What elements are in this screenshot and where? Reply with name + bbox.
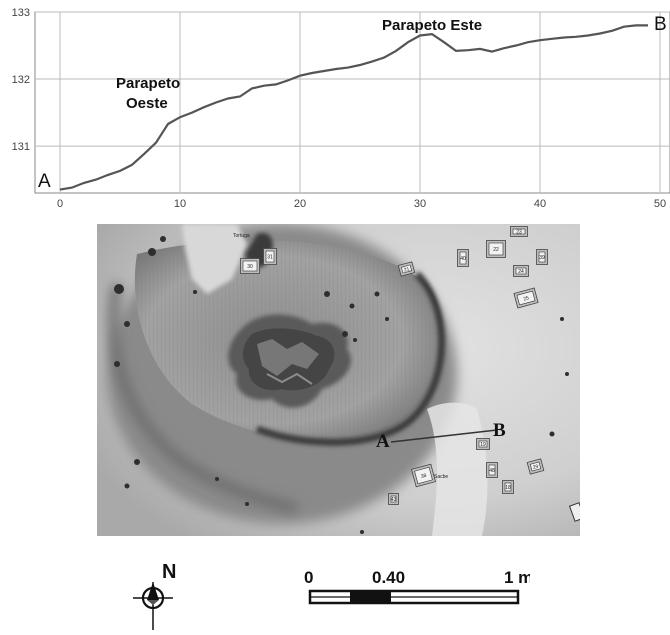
rim-shadow: [255, 271, 446, 446]
stone-marker-number: 21: [403, 266, 410, 273]
scale-label-1m: 1 m: [504, 568, 530, 587]
stone-marker-number: 25: [523, 295, 530, 302]
edge-structure: [568, 502, 580, 522]
north-label: N: [162, 561, 176, 583]
stone-markers: 30 31 21 40 22 23 39 24 25 19 48 29 18 38 43: [240, 226, 548, 505]
stone-marker: 29: [526, 458, 545, 475]
scale-label-040: 0.40: [372, 568, 405, 587]
stone-marker: 30: [240, 258, 260, 274]
profile-line: [59, 24, 648, 191]
stone-marker: 38: [411, 463, 436, 488]
central-disturbed-area: [228, 314, 351, 408]
stone-marker-number: 40: [460, 256, 466, 262]
stone-marker: 18: [502, 480, 514, 494]
scale-segment-dark: [350, 591, 391, 603]
north-terrace: [182, 224, 247, 294]
stone-marker: 24: [513, 265, 529, 277]
stone-marker-number: 29: [532, 464, 539, 471]
x-tick-label: 0: [57, 198, 63, 210]
stone-marker-number: 24: [518, 269, 524, 275]
stone-marker: 40: [457, 249, 469, 267]
point-b-label: B: [654, 14, 667, 35]
stone-marker: 31: [263, 248, 277, 265]
map-point-b-label: B: [493, 420, 506, 441]
map-point-a-label: A: [376, 431, 390, 452]
stone-marker: 48: [486, 462, 498, 478]
stone-marker: 23: [510, 226, 528, 237]
x-tick-label: 30: [414, 198, 426, 210]
stone-marker: 21: [397, 261, 416, 277]
stone-marker-number: 38: [420, 473, 427, 480]
annotation-east: Parapeto Este: [382, 17, 482, 34]
y-tick-label: 131: [12, 141, 30, 153]
stone-marker: 19: [476, 438, 490, 450]
stone-marker-number: 30: [247, 264, 253, 270]
stone-marker: 22: [486, 240, 506, 258]
annotation-west-line2: Oeste: [126, 95, 168, 112]
elevation-profile-chart: 0 10 20 30 40 50 131 132 133 A B Parapeto Oeste…: [12, 7, 670, 210]
y-tick-label: 132: [12, 74, 30, 86]
sacbe-label: Sacbe: [434, 474, 448, 480]
stone-marker-number: 23: [516, 230, 522, 236]
stone-marker-number: 39: [539, 255, 545, 261]
stone-marker: 39: [536, 249, 548, 265]
stone-marker-number: 19: [480, 442, 486, 448]
x-tick-label: 20: [294, 198, 306, 210]
relief-map: Sacbe Tortuga 30 31 21 40 22 23 39 24 25 19 48 29 18…: [97, 224, 580, 536]
section-line-ab: [390, 429, 498, 443]
stone-marker-number: 31: [267, 255, 273, 261]
stone-marker: 25: [513, 287, 539, 309]
x-tick-labels: 0 10 20 30 40 50: [57, 198, 666, 210]
y-tick-labels: 131 132 133: [12, 7, 30, 153]
x-tick-label: 40: [534, 198, 546, 210]
mound-slope-shadow: [108, 283, 299, 514]
x-tick-label: 50: [654, 198, 666, 210]
scale-label-0: 0: [304, 568, 313, 587]
gridlines: [35, 11, 670, 193]
stone-marker-number: 43: [391, 497, 397, 503]
terrain-pits: [114, 236, 569, 534]
point-a-label: A: [38, 171, 51, 192]
plot-area: [34, 11, 670, 194]
stone-marker-number: 18: [505, 485, 511, 491]
tortuga-label: Tortuga: [233, 233, 250, 239]
north-arrow-icon: [147, 582, 159, 600]
y-tick-label: 133: [12, 7, 30, 19]
scale-bar: 0 0.40 1 m: [300, 565, 533, 615]
x-tick-label: 10: [174, 198, 186, 210]
stone-marker: 43: [388, 493, 399, 505]
stone-marker-number: 22: [493, 247, 499, 253]
stone-marker-number: 48: [489, 468, 495, 474]
annotation-west-line1: Parapeto: [116, 75, 180, 92]
compass-lower-half: [147, 600, 159, 605]
north-arrow: N: [128, 560, 188, 630]
